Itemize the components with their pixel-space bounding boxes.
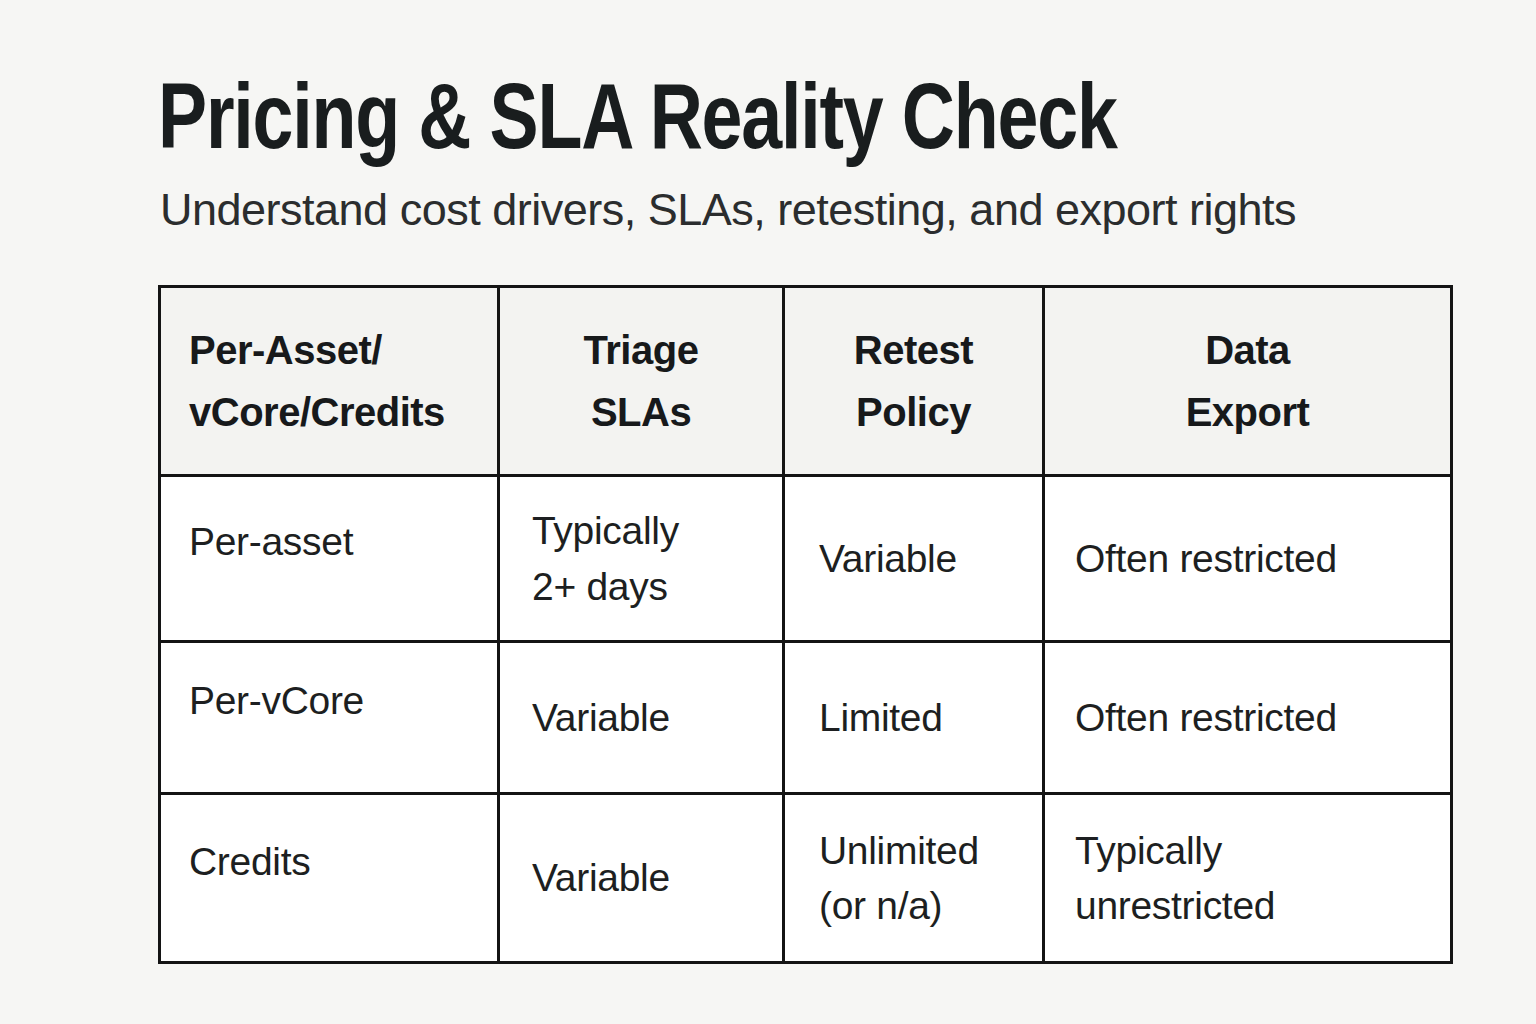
cell-per-asset-triage-sla: Typically 2+ days (499, 476, 784, 642)
page-subtitle: Understand cost drivers, SLAs, retesting… (160, 184, 1296, 236)
header-cell-data-export: Data Export (1044, 287, 1452, 476)
cell-per-vcore-data-export: Often restricted (1044, 642, 1452, 794)
header-cell-pricing-model: Per-Asset/ vCore/Credits (160, 287, 499, 476)
slide: Pricing & SLA Reality Check Understand c… (0, 0, 1536, 1024)
cell-model-per-vcore: Per-vCore (160, 642, 499, 794)
pricing-sla-table: Per-Asset/ vCore/Credits Triage SLAs Ret… (158, 285, 1453, 964)
cell-credits-data-export: Typically unrestricted (1044, 794, 1452, 963)
cell-per-asset-retest-policy: Variable (784, 476, 1044, 642)
header-cell-retest-policy: Retest Policy (784, 287, 1044, 476)
table-row-per-vcore: Per-vCore Variable Limited Often restric… (160, 642, 1452, 794)
cell-per-vcore-retest-policy: Limited (784, 642, 1044, 794)
table-header-row: Per-Asset/ vCore/Credits Triage SLAs Ret… (160, 287, 1452, 476)
cell-model-credits: Credits (160, 794, 499, 963)
cell-model-per-asset: Per-asset (160, 476, 499, 642)
cell-credits-retest-policy: Unlimited (or n/a) (784, 794, 1044, 963)
cell-credits-triage-sla: Variable (499, 794, 784, 963)
table-row-per-asset: Per-asset Typically 2+ days Variable Oft… (160, 476, 1452, 642)
page-title: Pricing & SLA Reality Check (158, 68, 1117, 165)
cell-per-asset-data-export: Often restricted (1044, 476, 1452, 642)
table-row-credits: Credits Variable Unlimited (or n/a) Typi… (160, 794, 1452, 963)
header-cell-triage-slas: Triage SLAs (499, 287, 784, 476)
cell-per-vcore-triage-sla: Variable (499, 642, 784, 794)
